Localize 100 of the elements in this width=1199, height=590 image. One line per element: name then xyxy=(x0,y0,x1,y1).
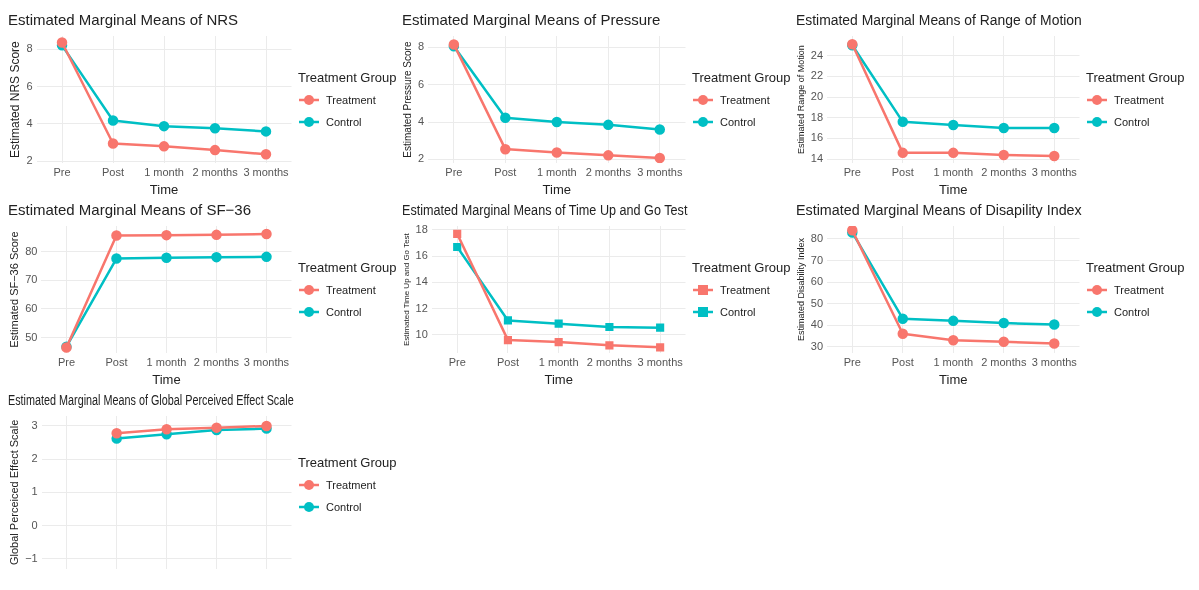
y-tick-label: 1 xyxy=(31,485,38,498)
y-tick-label: 8 xyxy=(417,40,425,53)
legend-label: Control xyxy=(326,500,362,513)
x-axis-title: Time xyxy=(152,371,181,387)
y-tick-label: 40 xyxy=(810,318,824,331)
x-tick-label: 3 months xyxy=(1031,355,1078,368)
legend-label: Control xyxy=(1114,115,1150,128)
x-tick-label: 2 months xyxy=(981,165,1027,178)
x-tick-label: 1 month xyxy=(536,165,577,178)
legend-label: Treatment xyxy=(720,93,770,106)
y-tick-label: 14 xyxy=(810,152,824,165)
x-tick-label: 2 months xyxy=(586,355,633,368)
y-tick-label: 2 xyxy=(417,152,425,165)
x-tick-label: Post xyxy=(496,355,519,368)
y-tick-label: 50 xyxy=(810,296,824,309)
y-tick-label: 2 xyxy=(31,452,38,465)
legend-title: Treatment Group xyxy=(1086,69,1186,85)
chart-title: Estimated Marginal Means of NRS xyxy=(8,11,239,29)
x-tick-label: 2 months xyxy=(585,165,632,178)
legend-label: Treatment xyxy=(720,283,770,296)
legend-label: Treatment xyxy=(326,93,376,106)
x-axis-title: Time xyxy=(544,371,573,387)
chart-title: Estimated Marginal Means of Range of Motion xyxy=(796,11,1082,29)
legend-label: Treatment xyxy=(326,478,376,491)
x-tick-label: 1 month xyxy=(146,355,187,368)
y-axis-title: Global Perceiced Effect Scale xyxy=(7,419,20,566)
x-tick-label: 3 months xyxy=(1031,165,1078,178)
y-tick-label: 2 xyxy=(26,154,33,167)
y-tick-label: 30 xyxy=(810,339,824,352)
x-tick-label: 1 month xyxy=(144,165,184,178)
y-axis-title: Estimated Pressure Score xyxy=(401,41,413,158)
x-tick-label: Pre xyxy=(843,355,861,368)
x-tick-label: 2 months xyxy=(192,165,239,178)
legend-title: Treatment Group xyxy=(692,69,792,85)
y-tick-label: 6 xyxy=(26,79,33,92)
y-axis-title: Estimated SF−36 Score xyxy=(7,231,20,348)
x-tick-label: Post xyxy=(891,165,914,178)
chart-title: Estimated Marginal Means of Global Perceived Effect Scale xyxy=(8,391,294,409)
legend-label: Control xyxy=(720,305,756,318)
x-axis-title: Time xyxy=(149,181,179,197)
y-tick-label: 12 xyxy=(415,301,428,314)
y-axis-title: Estimated Range of Motion xyxy=(795,45,806,154)
x-tick-label: Post xyxy=(102,165,125,178)
y-axis-title: Estimated NRS Score xyxy=(7,40,22,158)
y-tick-label: 80 xyxy=(25,244,38,257)
x-tick-label: 1 month xyxy=(933,355,974,368)
y-tick-label: 4 xyxy=(26,116,33,129)
chart-title: Estimated Marginal Means of Pressure xyxy=(402,11,661,29)
x-axis-title: Time xyxy=(939,371,968,387)
x-tick-label: Post xyxy=(105,355,128,368)
y-tick-label: 50 xyxy=(25,330,38,343)
x-tick-label: Pre xyxy=(53,165,71,178)
y-tick-label: 18 xyxy=(810,110,824,123)
x-tick-label: Pre xyxy=(445,165,463,178)
y-tick-label: 60 xyxy=(810,275,824,288)
y-tick-label: 18 xyxy=(415,222,428,235)
y-tick-label: 6 xyxy=(417,77,425,90)
legend-label: Treatment xyxy=(1114,93,1164,106)
y-tick-label: 8 xyxy=(26,42,33,55)
x-axis-title: Time xyxy=(939,181,968,197)
y-tick-label: 16 xyxy=(810,131,824,144)
legend-label: Treatment xyxy=(1114,283,1164,296)
y-tick-label: 70 xyxy=(25,273,38,286)
x-tick-label: 3 months xyxy=(243,165,290,178)
legend-title: Treatment Group xyxy=(298,259,398,275)
x-tick-label: 3 months xyxy=(637,355,684,368)
y-tick-label: 4 xyxy=(417,115,425,128)
y-tick-label: 16 xyxy=(415,249,428,262)
legend-title: Treatment Group xyxy=(1086,259,1186,275)
legend-label: Treatment xyxy=(326,283,376,296)
chart-title: Estimated Marginal Means of Disapility Index xyxy=(796,201,1083,219)
x-tick-label: Pre xyxy=(448,355,466,368)
legend-title: Treatment Group xyxy=(692,259,792,275)
y-tick-label: −1 xyxy=(25,551,38,564)
y-tick-label: 24 xyxy=(810,48,824,61)
legend-title: Treatment Group xyxy=(298,69,398,85)
x-tick-label: 2 months xyxy=(193,355,240,368)
y-axis-title: Estimated Disability Index xyxy=(795,237,806,342)
x-tick-label: Pre xyxy=(843,165,861,178)
legend-title: Treatment Group xyxy=(298,454,398,470)
x-tick-label: 3 months xyxy=(637,165,683,178)
x-tick-label: Post xyxy=(494,165,517,178)
y-tick-label: 0 xyxy=(31,518,38,531)
x-tick-label: Post xyxy=(891,355,914,368)
x-axis-title: Time xyxy=(542,181,572,197)
y-tick-label: 80 xyxy=(810,231,824,244)
y-axis-title: Estimated Time Up and Go Test xyxy=(402,232,411,346)
x-tick-label: 2 months xyxy=(981,355,1027,368)
legend-label: Control xyxy=(720,115,756,128)
y-tick-label: 60 xyxy=(25,301,38,314)
x-tick-label: Pre xyxy=(57,355,75,368)
y-tick-label: 3 xyxy=(31,419,38,431)
x-tick-label: 3 months xyxy=(243,355,290,368)
y-tick-label: 20 xyxy=(810,90,824,103)
legend-label: Control xyxy=(326,115,362,128)
x-tick-label: 1 month xyxy=(933,165,974,178)
y-tick-label: 22 xyxy=(810,69,824,82)
chart-title: Estimated Marginal Means of Time Up and Go Test xyxy=(402,201,688,219)
legend-label: Control xyxy=(326,305,362,318)
chart-title: Estimated Marginal Means of SF−36 xyxy=(8,201,252,219)
